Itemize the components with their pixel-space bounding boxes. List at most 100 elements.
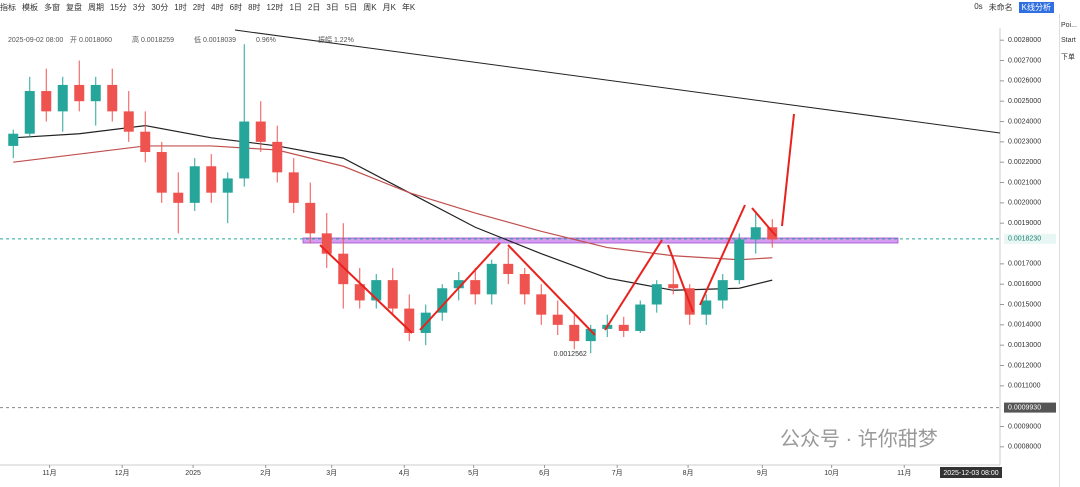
- price-label: 0.0009930: [1008, 404, 1041, 411]
- candle-body: [41, 91, 52, 112]
- candle-body: [536, 294, 547, 315]
- candle-body: [701, 300, 712, 315]
- watermark: 公众号 · 许你甜梦: [780, 427, 938, 450]
- zone: [302, 237, 899, 244]
- sidebar: Poi... Start 下单: [1059, 14, 1080, 487]
- toolbar-item[interactable]: 周K: [363, 2, 377, 12]
- toolbar-item[interactable]: 模板: [22, 2, 38, 12]
- candle-body: [486, 263, 497, 295]
- y-tick-label: 0.0019000: [1008, 220, 1041, 227]
- arrows: [319, 113, 795, 336]
- info-text: 高 0.0018259: [132, 35, 174, 44]
- y-tick-label: 0.0014000: [1008, 322, 1041, 329]
- x-tick-label: 7月: [612, 469, 623, 477]
- toolbar-item[interactable]: 1时: [174, 2, 187, 12]
- toolbar-item[interactable]: 5日: [344, 2, 358, 12]
- sidebar-item[interactable]: 下单: [1061, 54, 1075, 61]
- x-tick-label: 2月: [260, 469, 271, 477]
- toolbar-item[interactable]: 12时: [266, 2, 284, 12]
- y-tick-label: 0.0012000: [1008, 362, 1041, 369]
- toolbar-item[interactable]: 0s: [974, 1, 983, 11]
- y-tick-label: 0.0015000: [1008, 301, 1041, 308]
- arrow: [667, 244, 694, 313]
- toolbar-item[interactable]: 指标: [0, 2, 16, 12]
- low-annotation: 0.0012562: [554, 351, 587, 358]
- info-text: 振幅 1.22%: [318, 35, 354, 44]
- toolbar-item[interactable]: 8时: [248, 2, 261, 12]
- toolbar-item[interactable]: 月K: [382, 2, 396, 12]
- candle-body: [239, 121, 250, 179]
- y-tick-label: 0.0016000: [1008, 281, 1041, 288]
- candle-body: [767, 227, 778, 240]
- y-tick-label: 0.0013000: [1008, 342, 1041, 349]
- toolbar-item[interactable]: 未命名: [988, 2, 1013, 12]
- y-tick-label: 0.0008000: [1008, 444, 1041, 451]
- x-tick-label: 6月: [539, 469, 550, 477]
- candle-body: [90, 84, 101, 102]
- candle-body: [585, 328, 596, 342]
- toolbar-item[interactable]: 30分: [151, 2, 169, 12]
- candle-body: [57, 84, 68, 112]
- y-tick-label: 0.0028000: [1008, 37, 1041, 44]
- candle-body: [371, 280, 382, 301]
- arrow: [319, 244, 413, 334]
- x-tick-label: 10月: [824, 469, 839, 477]
- cursor-time: 2025-12-03 08:00: [943, 470, 998, 477]
- x-tick-label: 11月: [897, 469, 911, 477]
- arrow: [699, 204, 746, 306]
- y-tick-label: 0.0022000: [1008, 159, 1041, 166]
- info-text: 开 0.0018060: [70, 36, 112, 44]
- candle-body: [8, 133, 19, 146]
- candle-body: [255, 121, 266, 142]
- candle-body: [107, 84, 118, 112]
- candle-body: [668, 284, 679, 289]
- candle-body: [338, 253, 349, 285]
- arrow: [419, 242, 501, 331]
- toolbar-item[interactable]: 2日: [307, 2, 321, 12]
- candle-body: [618, 324, 629, 331]
- candle-body: [717, 280, 728, 301]
- toolbar-item[interactable]: 年K: [401, 2, 416, 12]
- candle-body: [569, 324, 580, 342]
- candle-body: [437, 288, 448, 313]
- candle-body: [305, 202, 316, 234]
- toolbar-item[interactable]: 6时: [229, 2, 243, 12]
- toolbar-item[interactable]: 周期: [88, 2, 104, 12]
- toolbar-item[interactable]: 1日: [289, 2, 302, 12]
- toolbar-item[interactable]: 3分: [132, 2, 146, 12]
- candle-body: [750, 227, 761, 240]
- candle-body: [24, 91, 35, 134]
- y-tick-label: 0.0017000: [1008, 261, 1041, 268]
- x-tick-label: 2025: [185, 470, 201, 477]
- toolbar-item[interactable]: 4时: [211, 2, 224, 12]
- candle-body: [189, 166, 200, 203]
- cursor-time-bg: [940, 467, 1002, 478]
- x-tick-label: 11月: [42, 469, 56, 477]
- candle-body: [156, 152, 167, 193]
- toolbar-item[interactable]: 复盘: [66, 2, 82, 12]
- candle-body: [651, 284, 662, 305]
- toolbar-item[interactable]: 3日: [326, 2, 339, 12]
- price-tag: [1004, 233, 1056, 244]
- candle-body: [222, 178, 233, 193]
- candle-body: [503, 263, 514, 275]
- sidebar-item[interactable]: Start: [1061, 37, 1076, 44]
- toolbar-item[interactable]: K线分析: [1018, 1, 1054, 13]
- toolbar-item[interactable]: 15分: [110, 2, 127, 12]
- candle-body: [74, 84, 85, 102]
- candle-body: [552, 314, 563, 325]
- candle-body: [321, 233, 332, 254]
- arrow: [781, 113, 795, 227]
- sidebar-item[interactable]: Poi...: [1061, 22, 1077, 29]
- candle-body: [734, 239, 745, 281]
- candle-body: [354, 284, 365, 301]
- candle-body: [272, 141, 283, 173]
- toolbar-item[interactable]: 2时: [192, 2, 206, 12]
- candle-body: [173, 192, 184, 203]
- toolbar-item[interactable]: 多窗: [44, 2, 60, 12]
- y-tick-label: 0.0009000: [1008, 423, 1041, 430]
- arrow: [507, 244, 596, 336]
- x-tick-label: 3月: [326, 469, 337, 477]
